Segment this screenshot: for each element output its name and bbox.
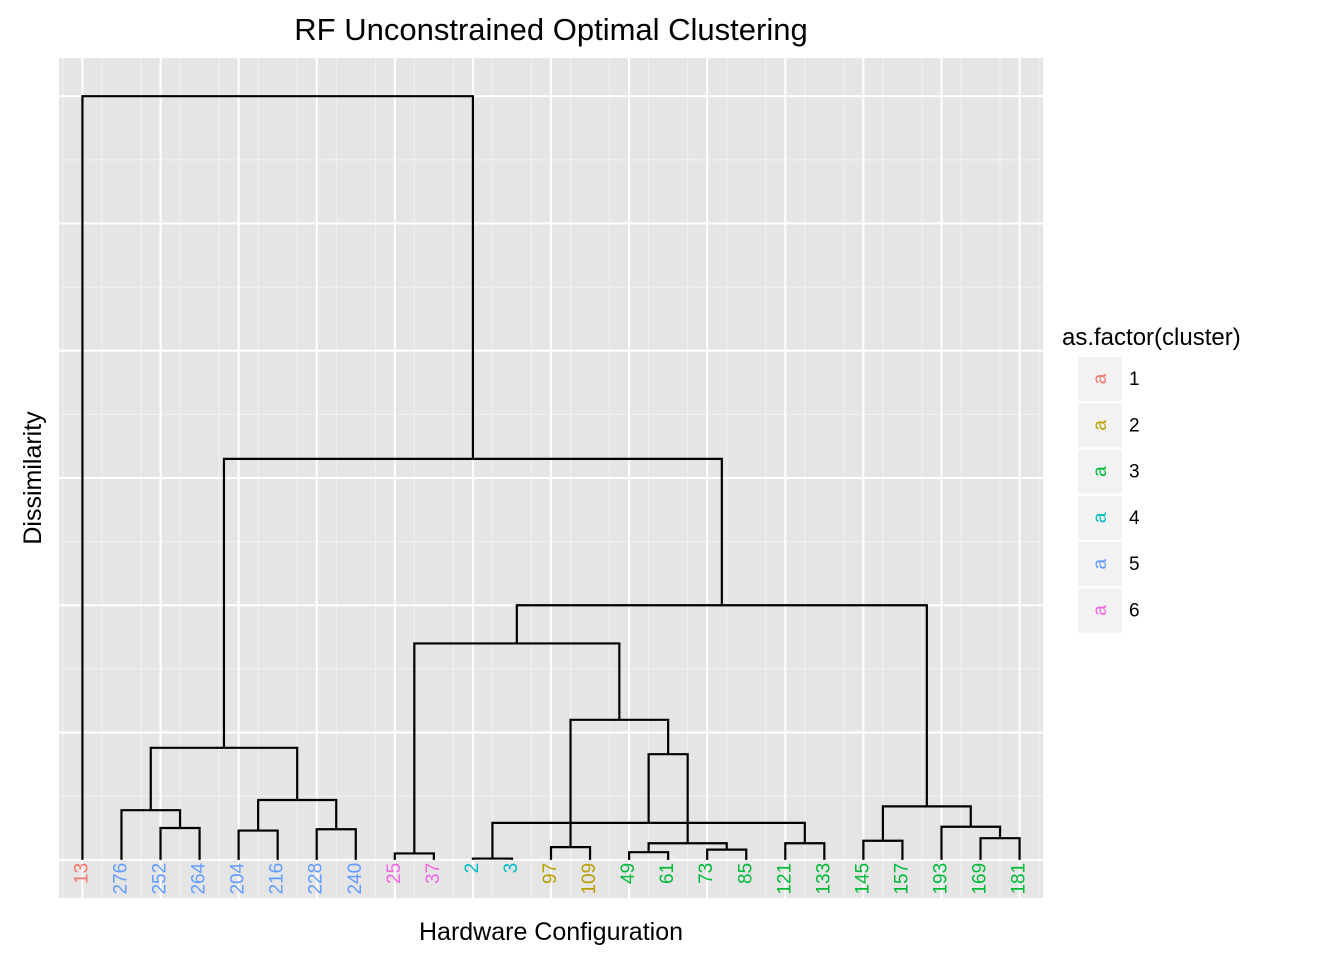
leaf-label: 73 <box>696 863 717 884</box>
leaf-label: 37 <box>423 863 444 884</box>
dendrogram-branch <box>784 842 826 860</box>
leaf-label: 145 <box>852 863 873 895</box>
legend-key-glyph: a <box>1090 420 1111 431</box>
dendrogram-branch <box>647 842 728 853</box>
leaf-label: 157 <box>891 863 912 895</box>
dendrogram-branch <box>627 851 670 860</box>
legend-keys: a 1 a 2 a 3 a 4 a 5 a 6 <box>1078 357 1140 633</box>
dendrogram-branch <box>515 604 928 807</box>
dendrogram-branch <box>549 845 592 860</box>
leaf-label: 181 <box>1009 863 1030 895</box>
leaf-label: 85 <box>735 863 756 884</box>
leaf-label: 216 <box>267 863 288 895</box>
leaf-label: 3 <box>501 863 522 874</box>
leaf-label: 97 <box>540 863 561 884</box>
leaf-label: 133 <box>813 863 834 895</box>
legend-key-glyph: a <box>1090 373 1111 384</box>
leaf-label: 169 <box>970 863 991 895</box>
legend-title: as.factor(cluster) <box>1062 324 1241 351</box>
legend: as.factor(cluster) a 1 a 2 a 3 a 4 a 5 a 6 <box>1062 324 1241 633</box>
leaf-label: 276 <box>110 863 131 895</box>
legend-key-glyph: a <box>1090 558 1111 569</box>
legend-key-box <box>1078 542 1122 587</box>
dendrogram-branch <box>979 837 1021 860</box>
leaf-label: 25 <box>384 863 405 884</box>
x-axis-title: Hardware Configuration <box>419 918 683 946</box>
legend-label: 1 <box>1129 369 1140 390</box>
chart-title: RF Unconstrained Optimal Clustering <box>294 12 807 47</box>
legend-key-box <box>1078 449 1122 494</box>
leaf-label: 61 <box>657 863 678 884</box>
leaf-labels: 13 276 252 264 204 216 228 240 25 37 2 3 97 109 49 61 73… <box>71 862 1029 894</box>
y-axis-title: Dissimilarity <box>19 411 47 545</box>
leaf-label: 121 <box>774 863 795 895</box>
legend-key-glyph: a <box>1090 512 1111 523</box>
legend-label: 6 <box>1129 601 1140 622</box>
legend-key-box <box>1078 357 1122 401</box>
legend-key-box <box>1078 495 1122 540</box>
leaf-label: 204 <box>228 862 249 894</box>
legend-key-box <box>1078 588 1122 633</box>
leaf-label: 13 <box>71 863 92 884</box>
dendrogram-branch <box>471 857 514 860</box>
legend-key-box <box>1078 403 1122 448</box>
leaf-label: 49 <box>618 863 639 884</box>
dendrogram-branch <box>393 852 435 860</box>
leaf-label: 193 <box>930 863 951 895</box>
leaf-label: 252 <box>150 863 171 895</box>
dendrogram-branch <box>81 95 475 860</box>
dendrogram-branch <box>881 805 972 841</box>
legend-label: 4 <box>1129 508 1140 529</box>
leaf-label: 109 <box>579 863 600 895</box>
legend-label: 2 <box>1129 415 1140 436</box>
dendrogram-branch <box>120 809 182 860</box>
legend-label: 5 <box>1129 554 1140 575</box>
legend-label: 3 <box>1129 462 1140 483</box>
leaf-label: 240 <box>345 863 366 895</box>
dendrogram-branch <box>647 753 689 844</box>
dendrogram-branches <box>81 95 1021 860</box>
legend-key-glyph: a <box>1090 466 1111 477</box>
leaf-label: 2 <box>462 863 483 874</box>
legend-key-glyph: a <box>1090 605 1111 616</box>
leaf-label: 264 <box>189 862 210 894</box>
dendrogram-branch <box>315 828 357 860</box>
leaf-label: 228 <box>306 863 327 895</box>
dendrogram-branch <box>413 642 621 854</box>
